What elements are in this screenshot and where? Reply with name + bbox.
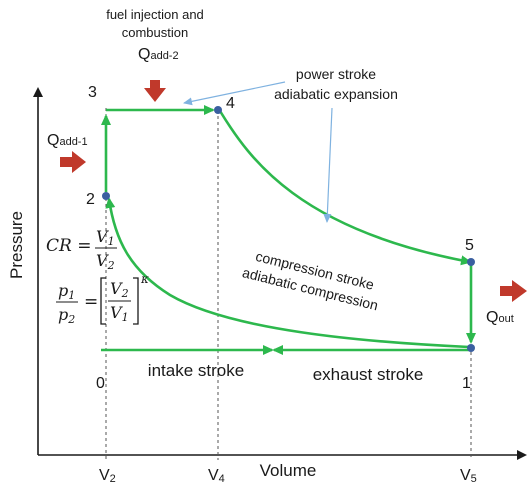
- pr-exponent: κ: [140, 272, 149, 286]
- y-axis-label: Pressure: [7, 211, 26, 279]
- q-out-arrow: [500, 280, 527, 302]
- tick-v2-sub: 2: [110, 473, 116, 485]
- tick-v5: V5: [460, 467, 477, 485]
- pr-den-sub: 2: [67, 313, 75, 326]
- pr-denominator: p2: [58, 305, 75, 326]
- fuel-injection-label-2: combustion: [122, 25, 188, 40]
- point-label-1: 1: [462, 375, 471, 392]
- compression-curve: [105, 197, 470, 349]
- pr-numerator: p1: [58, 281, 75, 302]
- pr-num-sub: 1: [68, 289, 75, 302]
- q-out-label: Qout: [486, 309, 514, 326]
- q-out-sub: out: [498, 313, 513, 325]
- expansion-curve: [218, 110, 472, 266]
- pr-den-base: p: [58, 305, 68, 324]
- q-add-2-sub: add-2: [150, 50, 178, 62]
- pr-in-den-sub: 1: [122, 311, 129, 324]
- pr-inner-numerator: V2: [110, 279, 129, 300]
- state-point-4: [214, 106, 222, 114]
- q-add-2-arrow: [144, 80, 166, 102]
- tick-v4-base: V: [208, 467, 219, 484]
- compression-ratio-equation: CR = V1 V2: [46, 227, 117, 272]
- tick-v2: V2: [99, 467, 116, 485]
- pointer-to-4-5: [323, 107, 333, 223]
- power-stroke-label-1: power stroke: [296, 66, 376, 82]
- cr-num-sub: 1: [108, 235, 115, 248]
- fuel-injection-label-1: fuel injection and: [106, 7, 204, 22]
- pr-inner-denominator: V1: [110, 303, 129, 324]
- q-out-base: Q: [486, 309, 498, 326]
- pr-in-den-base: V: [110, 303, 123, 322]
- cr-lhs: CR =: [46, 236, 91, 256]
- tick-v5-sub: 5: [471, 473, 477, 485]
- exhaust-stroke-label: exhaust stroke: [313, 365, 424, 384]
- state-point-1: [467, 344, 475, 352]
- cr-den-base: V: [96, 251, 109, 270]
- pr-num-base: p: [58, 281, 68, 300]
- cr-num-base: V: [96, 227, 109, 246]
- cr-den-sub: 2: [107, 259, 115, 272]
- state-point-2: [102, 192, 110, 200]
- cr-numerator: V1: [96, 227, 115, 248]
- left-bracket: [100, 277, 106, 325]
- tick-v5-base: V: [460, 467, 471, 484]
- intake-stroke-label: intake stroke: [148, 361, 244, 380]
- tick-v4-sub: 4: [219, 473, 225, 485]
- pr-in-num-sub: 2: [121, 287, 129, 300]
- tick-v4: V4: [208, 467, 225, 485]
- point-label-5: 5: [465, 237, 474, 254]
- q-add-1-label: Qadd-1: [47, 132, 88, 149]
- point-label-3: 3: [88, 84, 97, 101]
- power-stroke-label-2: adiabatic expansion: [274, 86, 398, 102]
- pr-in-num-base: V: [110, 279, 123, 298]
- right-bracket: [133, 277, 139, 325]
- point-label-2: 2: [86, 191, 95, 208]
- pressure-ratio-equation: p1 p2 = V2 V1 κ: [56, 272, 149, 326]
- q-add-1-arrow: [60, 151, 86, 173]
- q-add-2-label: Qadd-2: [138, 46, 179, 63]
- q-add-1-base: Q: [47, 132, 59, 149]
- point-label-4: 4: [226, 95, 235, 112]
- cr-denominator: V2: [96, 251, 115, 272]
- point-label-0: 0: [96, 375, 105, 392]
- state-point-5: [467, 258, 475, 266]
- compression-annotation: compression stroke adiabatic compression: [241, 248, 380, 313]
- pointer-to-3-4: [183, 81, 286, 106]
- q-add-1-sub: add-1: [59, 136, 87, 148]
- x-axis-label: Volume: [260, 461, 317, 480]
- pr-equals: =: [84, 292, 98, 312]
- q-add-2-base: Q: [138, 46, 150, 63]
- tick-v2-base: V: [99, 467, 110, 484]
